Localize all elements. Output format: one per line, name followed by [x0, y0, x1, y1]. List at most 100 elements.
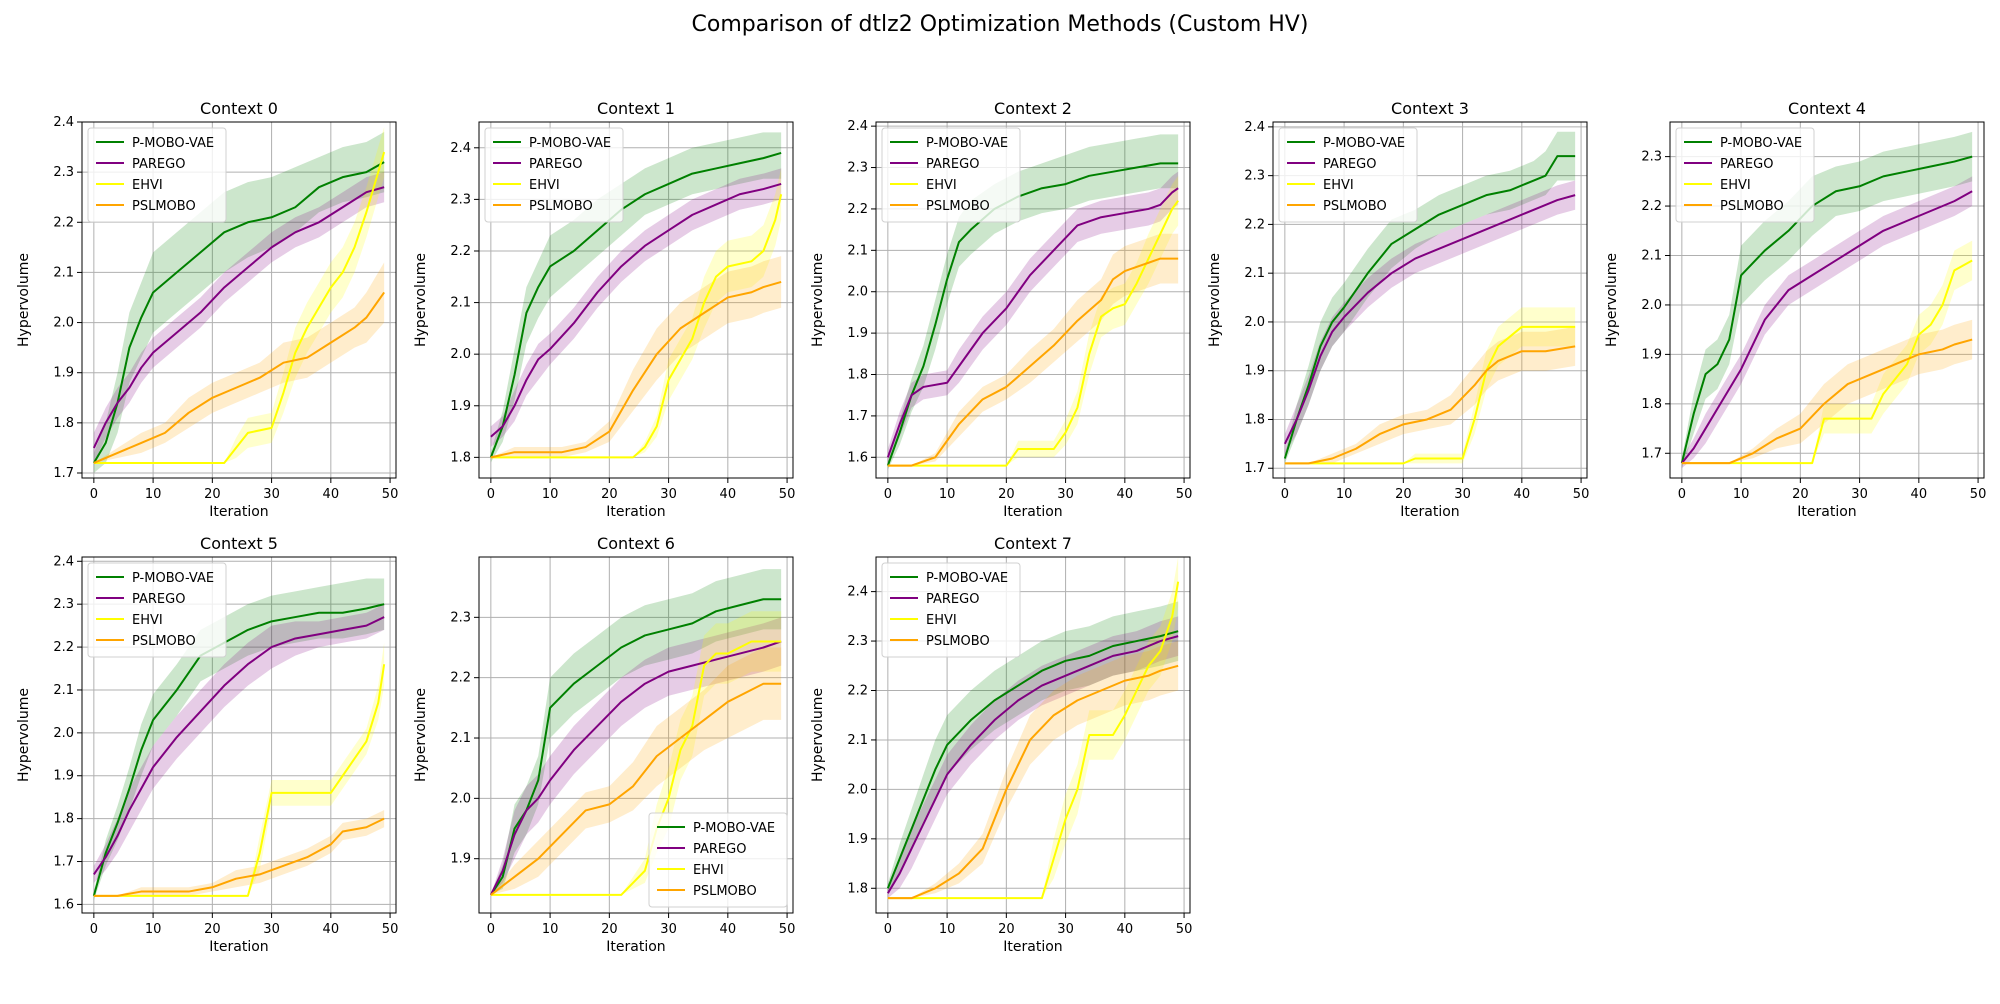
x-tick-label: 20	[998, 487, 1015, 502]
legend-label: PSLMOBO	[529, 199, 593, 214]
y-tick-label: 2.1	[1244, 266, 1265, 281]
legend-label: PSLMOBO	[132, 199, 196, 214]
y-axis-label: Hypervolume	[16, 253, 32, 347]
y-tick-label: 2.4	[1244, 120, 1265, 135]
y-tick-label: 1.9	[1641, 347, 1662, 362]
y-tick-label: 1.8	[450, 450, 471, 465]
subplot-6: 0 10 20 30 40 501.92.02.12.22.3Context 6Itera…	[413, 534, 795, 955]
x-axis-label: Iteration	[1003, 504, 1062, 520]
y-tick-label: 2.1	[1641, 249, 1662, 264]
x-axis-label: Iteration	[1003, 939, 1062, 955]
y-tick-label: 1.7	[1244, 461, 1265, 476]
subplot-title: Context 3	[1391, 99, 1469, 118]
y-tick-label: 1.7	[847, 409, 868, 424]
x-tick-label: 0	[884, 487, 892, 502]
legend-label: EHVI	[132, 178, 163, 193]
y-tick-label: 2.3	[450, 192, 471, 207]
y-tick-label: 2.1	[53, 265, 74, 280]
legend-label: PAREGO	[1720, 157, 1773, 172]
x-tick-label: 40	[720, 487, 737, 502]
x-tick-label: 0	[90, 487, 98, 502]
legend-label: EHVI	[132, 613, 163, 628]
y-tick-label: 1.9	[450, 399, 471, 414]
x-tick-label: 0	[90, 922, 98, 937]
x-tick-label: 40	[323, 922, 340, 937]
y-tick-label: 1.6	[847, 450, 868, 465]
x-axis-label: Iteration	[209, 939, 268, 955]
legend: P-MOBO-VAE PAREGO EHVI PSLMOBO	[882, 128, 1020, 222]
y-tick-label: 2.3	[53, 597, 74, 612]
y-tick-label: 1.7	[53, 855, 74, 870]
x-tick-label: 20	[998, 922, 1015, 937]
legend-label: EHVI	[1720, 178, 1751, 193]
y-tick-label: 2.1	[450, 296, 471, 311]
band-pslmobo	[94, 810, 384, 896]
legend-label: PAREGO	[926, 592, 979, 607]
subplot-title: Context 6	[597, 534, 675, 553]
y-tick-label: 2.4	[53, 115, 74, 130]
y-tick-label: 1.9	[847, 832, 868, 847]
y-tick-label: 2.2	[847, 684, 868, 699]
legend-label: PAREGO	[529, 157, 582, 172]
y-tick-label: 2.4	[450, 141, 471, 156]
y-tick-label: 2.2	[450, 671, 471, 686]
y-tick-label: 2.2	[1244, 217, 1265, 232]
y-tick-label: 2.4	[847, 119, 868, 134]
legend-label: PSLMOBO	[1323, 199, 1387, 214]
y-tick-label: 2.0	[450, 347, 471, 362]
y-tick-label: 1.8	[847, 881, 868, 896]
x-tick-label: 20	[204, 922, 221, 937]
y-tick-label: 2.3	[1244, 169, 1265, 184]
x-tick-label: 50	[1970, 487, 1987, 502]
x-tick-label: 10	[145, 487, 162, 502]
x-tick-label: 20	[601, 487, 618, 502]
y-axis-label: Hypervolume	[1604, 253, 1620, 347]
y-tick-label: 1.8	[53, 812, 74, 827]
x-tick-label: 50	[1176, 922, 1193, 937]
y-tick-label: 1.7	[53, 466, 74, 481]
y-tick-label: 2.2	[53, 215, 74, 230]
legend-label: PSLMOBO	[926, 634, 990, 649]
legend: P-MOBO-VAE PAREGO EHVI PSLMOBO	[485, 128, 623, 222]
legend-label: P-MOBO-VAE	[132, 136, 214, 151]
legend: P-MOBO-VAE PAREGO EHVI PSLMOBO	[882, 563, 1020, 657]
y-tick-label: 2.3	[847, 161, 868, 176]
y-axis-label: Hypervolume	[1207, 253, 1223, 347]
y-tick-label: 1.8	[847, 368, 868, 383]
y-tick-label: 1.9	[450, 852, 471, 867]
x-tick-label: 10	[939, 487, 956, 502]
y-tick-label: 2.0	[847, 285, 868, 300]
x-tick-label: 30	[660, 922, 677, 937]
y-tick-label: 2.0	[53, 726, 74, 741]
legend-label: EHVI	[693, 863, 724, 878]
y-tick-label: 2.2	[1641, 199, 1662, 214]
x-tick-label: 40	[1117, 922, 1134, 937]
legend-label: PAREGO	[926, 157, 979, 172]
y-axis-label: Hypervolume	[413, 688, 429, 782]
x-tick-label: 10	[542, 487, 559, 502]
x-axis-label: Iteration	[1797, 504, 1856, 520]
legend: P-MOBO-VAE PAREGO EHVI PSLMOBO	[1279, 128, 1417, 222]
y-tick-label: 2.0	[53, 316, 74, 331]
legend-label: EHVI	[1323, 178, 1354, 193]
x-tick-label: 40	[1514, 487, 1531, 502]
y-tick-label: 2.1	[847, 243, 868, 258]
x-tick-label: 10	[542, 922, 559, 937]
x-tick-label: 40	[1117, 487, 1134, 502]
x-tick-label: 10	[939, 922, 956, 937]
x-tick-label: 0	[1281, 487, 1289, 502]
x-tick-label: 50	[382, 922, 399, 937]
x-tick-label: 10	[145, 922, 162, 937]
y-tick-label: 2.2	[53, 640, 74, 655]
y-tick-label: 2.1	[847, 733, 868, 748]
x-tick-label: 50	[1176, 487, 1193, 502]
x-tick-label: 30	[1057, 922, 1074, 937]
legend-label: EHVI	[529, 178, 560, 193]
y-axis-label: Hypervolume	[413, 253, 429, 347]
y-tick-label: 2.2	[450, 244, 471, 259]
x-tick-label: 10	[1336, 487, 1353, 502]
subplot-2: 0 10 20 30 40 50 1.6 1.7 1.8 1.9 2.0 2.1 2.2 2.3 2.4 Co…	[810, 99, 1192, 520]
subplot-title: Context 5	[200, 534, 278, 553]
subplot-title: Context 1	[597, 99, 675, 118]
legend-label: P-MOBO-VAE	[926, 571, 1008, 586]
